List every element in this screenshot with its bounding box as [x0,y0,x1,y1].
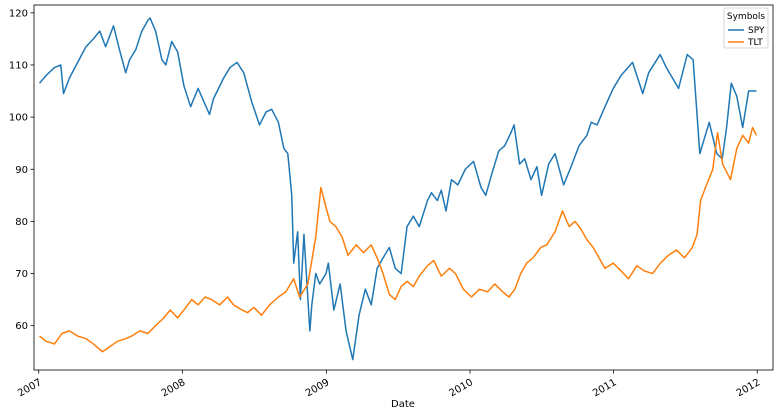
series-line-tlt [39,126,758,353]
legend-label-tlt: TLT [747,38,763,48]
series-layer [38,17,758,361]
x-axis: 2007 2008 2009 2010 2011 2012 [16,370,762,399]
legend-box [723,7,769,49]
series-line-spy [38,17,757,361]
x-axis-label: Date [391,399,415,410]
plot-frame [33,4,774,371]
legend: Symbols SPY TLT [723,7,769,49]
y-tick-label: 80 [15,217,28,228]
plot-area-background [34,5,773,370]
y-tick-label: 60 [15,321,28,332]
x-tick-label: 2012 [735,377,763,399]
legend-title: Symbols [727,12,766,22]
y-tick-label: 120 [9,8,28,19]
x-tick-label: 2011 [591,377,619,399]
y-tick-label: 100 [9,113,28,124]
y-tick-label: 90 [15,165,28,176]
legend-label-spy: SPY [748,26,765,36]
y-axis: 60 70 80 90 100 110 120 [9,8,34,332]
y-tick-label: 110 [9,60,28,71]
y-tick-label: 70 [15,269,28,280]
x-tick-label: 2010 [447,377,475,399]
x-tick-label: 2007 [16,377,44,399]
x-tick-label: 2009 [304,377,332,399]
x-tick-label: 2008 [160,377,188,399]
